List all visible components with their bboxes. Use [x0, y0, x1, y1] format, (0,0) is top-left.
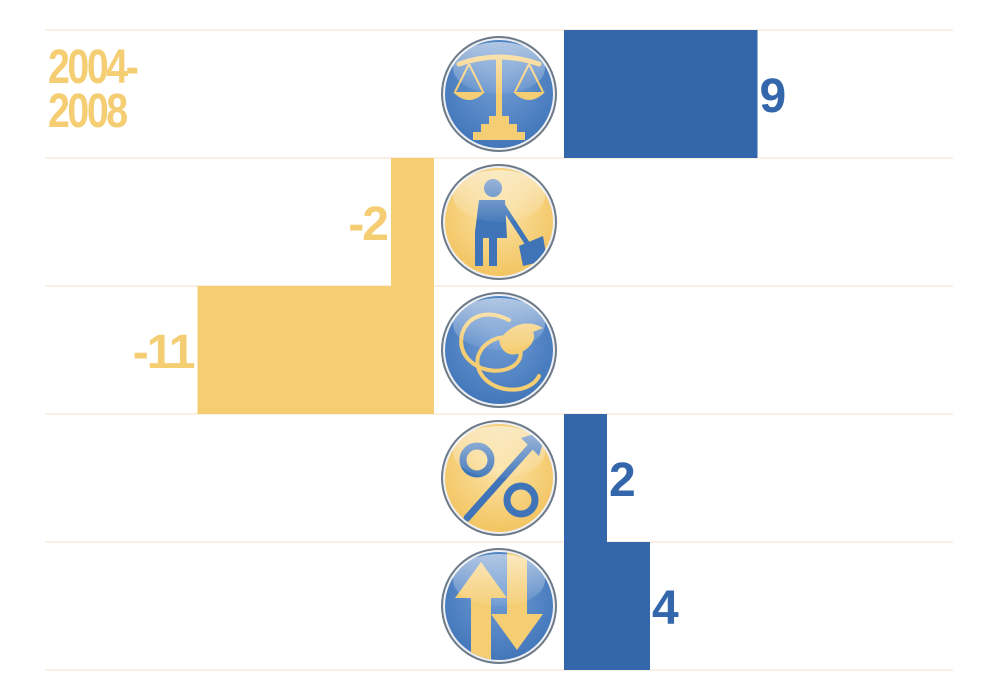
worker-shovel-icon	[441, 164, 557, 280]
bar	[564, 30, 758, 158]
period-label: 2004- 2008	[48, 41, 156, 138]
value-label: -11	[133, 326, 195, 379]
value-label: 9	[760, 70, 785, 123]
bars	[197, 30, 758, 670]
up-down-arrows-icon	[441, 548, 557, 664]
dove-icon	[441, 292, 557, 408]
period-label-line: 2008	[48, 85, 128, 138]
category-icons	[441, 36, 557, 664]
bar	[564, 542, 650, 670]
value-labels: 9 -2 -11 2 4	[133, 70, 787, 635]
value-label: 2	[609, 454, 634, 507]
gridlines	[45, 29, 953, 671]
bar	[197, 286, 434, 414]
scales-icon	[441, 36, 557, 152]
period-label-line: 2004-	[48, 41, 139, 94]
value-label: -2	[348, 198, 387, 251]
percent-arrow-icon	[441, 420, 557, 536]
value-label: 4	[652, 582, 679, 635]
bar	[391, 158, 434, 286]
bar	[564, 414, 607, 542]
